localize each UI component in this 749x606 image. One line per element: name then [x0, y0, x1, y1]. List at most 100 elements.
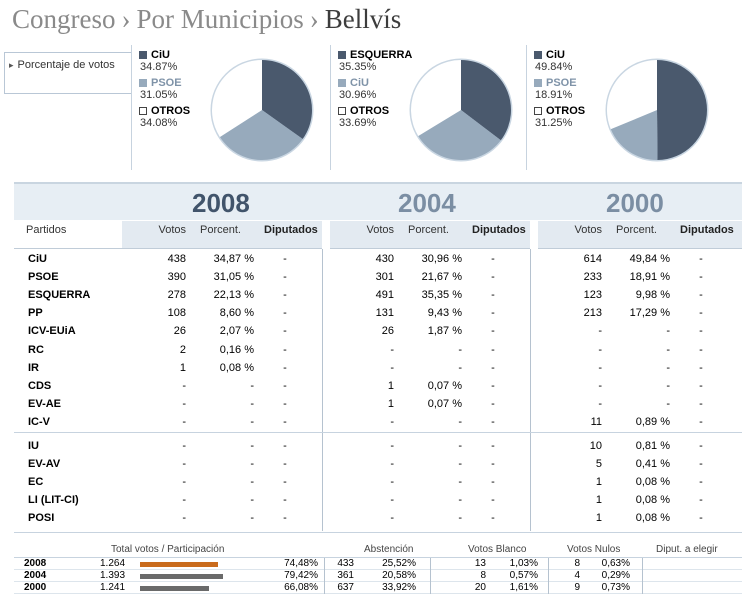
summary-header-diputados: Diput. a elegir: [656, 544, 718, 555]
breadcrumb: Congreso › Por Municipios › Bellvís: [12, 4, 401, 38]
cell-diputados: -: [699, 512, 703, 525]
party-name: RC: [28, 343, 44, 356]
summary-header-line: [14, 557, 742, 558]
cell-diputados: -: [283, 512, 287, 525]
header-votos: Votos: [158, 224, 186, 236]
cell-diputados: -: [491, 458, 495, 471]
chevron-right-icon: ▸: [9, 60, 14, 70]
cell-porcent: -: [666, 397, 670, 410]
breadcrumb-congreso[interactable]: Congreso: [12, 4, 116, 34]
legend-entry: CiU 34.87%: [139, 49, 224, 77]
cell-porcent: 2,07 %: [219, 325, 254, 338]
cell-diputados: -: [699, 325, 703, 338]
cell-votos: 2: [179, 343, 186, 356]
legend-entry: OTROS 33.69%: [338, 105, 423, 133]
cell-diputados: -: [699, 289, 703, 302]
header-diputados: Diputados: [472, 224, 526, 236]
cell-diputados: -: [699, 476, 703, 489]
cell-votos: -: [598, 325, 602, 338]
pie-slice-ciu: [262, 60, 312, 140]
summary-total: 1.264: [100, 558, 126, 569]
header-partidos: Partidos: [26, 224, 67, 236]
cell-votos: 5: [595, 458, 602, 471]
summary-row: 2000 1.241 66,08% 637 33,92% 20 1,61% 9 0,73%: [14, 582, 742, 594]
cell-diputados: -: [283, 476, 287, 489]
table-row: EV-AV - - - - - - 5 0,41 % -: [14, 458, 742, 476]
legend-swatch: [139, 79, 147, 87]
cell-diputados: -: [283, 379, 287, 392]
breadcrumb-current: Bellvís: [324, 4, 402, 34]
pie-chart-2004: [409, 58, 513, 162]
pie-legend: CiU 34.87% PSOE 31.05% OTROS 34.08%: [139, 49, 224, 133]
cell-votos: 278: [167, 289, 186, 302]
summary-nulos-porcent: 0,63%: [601, 558, 630, 569]
cell-porcent: 0,81 %: [635, 440, 670, 452]
summary-nulos-porcent: 0,73%: [601, 582, 630, 593]
legend-name-row: PSOE: [139, 77, 224, 89]
summary-abstencion-porcent: 20,58%: [382, 570, 416, 581]
legend-entry: PSOE 18.91%: [534, 77, 619, 105]
table-row: ICV-EUiA 26 2,07 % - 26 1,87 % - - - -: [14, 325, 742, 343]
pie-slice-psoe: [219, 110, 303, 160]
table-row: PP 108 8,60 % - 131 9,43 % - 213 17,29 % -: [14, 307, 742, 325]
tab-label: Porcentaje de votos: [17, 59, 115, 71]
cell-porcent: -: [250, 494, 254, 507]
table-row: EV-AE - - - 1 0,07 % - - - -: [14, 398, 742, 416]
side-tab-panel: ▸ Porcentaje de votos: [4, 52, 132, 94]
cell-porcent: 9,98 %: [635, 289, 670, 302]
cell-votos: -: [598, 397, 602, 410]
summary-header-total: Total votos / Participación: [111, 544, 225, 555]
summary-blanco-porcent: 1,61%: [509, 582, 538, 593]
pie-panel-2004: ESQUERRA 35.35% CiU 30.96% OTROS 33.69%: [330, 45, 526, 170]
summary-row: 2004 1.393 79,42% 361 20,58% 8 0,57% 4 0,29%: [14, 570, 742, 582]
breadcrumb-por-municipios[interactable]: Por Municipios: [136, 4, 304, 34]
summary-nulos-votos: 8: [574, 558, 580, 569]
table-row: RC 2 0,16 % - - - - - - -: [14, 344, 742, 362]
tab-porcentaje-votos[interactable]: ▸ Porcentaje de votos: [5, 59, 115, 71]
legend-name: OTROS: [151, 105, 191, 117]
header-votos: Votos: [574, 224, 602, 236]
cell-diputados: -: [283, 397, 287, 410]
cell-porcent: -: [250, 415, 254, 428]
cell-diputados: -: [283, 458, 287, 471]
summary-nulos-votos: 4: [574, 570, 580, 581]
party-name: ESQUERRA: [28, 289, 91, 302]
cell-votos: 213: [583, 307, 602, 320]
cell-porcent: 30,96 %: [421, 253, 462, 265]
party-name: EV-AV: [28, 458, 61, 471]
header-diputados: Diputados: [680, 224, 734, 236]
cell-porcent: 22,13 %: [213, 289, 254, 302]
summary-abstencion-votos: 637: [337, 582, 354, 593]
legend-entry: CiU 30.96%: [338, 77, 423, 105]
summary-header-abstencion: Abstención: [364, 544, 414, 555]
header-gap: [322, 221, 330, 249]
cell-votos: 11: [590, 415, 602, 428]
summary-divider: [324, 558, 325, 570]
legend-value: 18.91%: [535, 89, 573, 101]
summary-total: 1.393: [100, 570, 126, 581]
cell-votos: -: [598, 361, 602, 374]
summary-divider: [430, 570, 431, 582]
cell-votos: 614: [583, 253, 602, 265]
table-row: POSI - - - - - - 1 0,08 % -: [14, 512, 742, 530]
party-name: IC-V: [28, 415, 50, 428]
cell-diputados: -: [283, 253, 287, 265]
cell-porcent: 18,91 %: [629, 271, 670, 284]
legend-name: CiU: [350, 77, 369, 89]
cell-diputados: -: [491, 494, 495, 507]
cell-diputados: -: [491, 440, 495, 452]
summary-total: 1.241: [100, 582, 126, 593]
year-2004-heading: 2004: [398, 188, 456, 218]
summary-header-nulos: Votos Nulos: [567, 544, 621, 555]
summary-nulos-votos: 9: [574, 582, 580, 593]
cell-porcent: -: [250, 397, 254, 410]
cell-porcent: -: [458, 512, 462, 525]
cell-diputados: -: [699, 415, 703, 428]
cell-diputados: -: [283, 494, 287, 507]
summary-divider: [324, 570, 325, 582]
pie-legend: ESQUERRA 35.35% CiU 30.96% OTROS 33.69%: [338, 49, 423, 133]
table-row: CDS - - - 1 0,07 % - - - -: [14, 380, 742, 398]
cell-votos: 430: [375, 253, 394, 265]
cell-diputados: -: [699, 458, 703, 471]
cell-porcent: 0,41 %: [635, 458, 670, 471]
